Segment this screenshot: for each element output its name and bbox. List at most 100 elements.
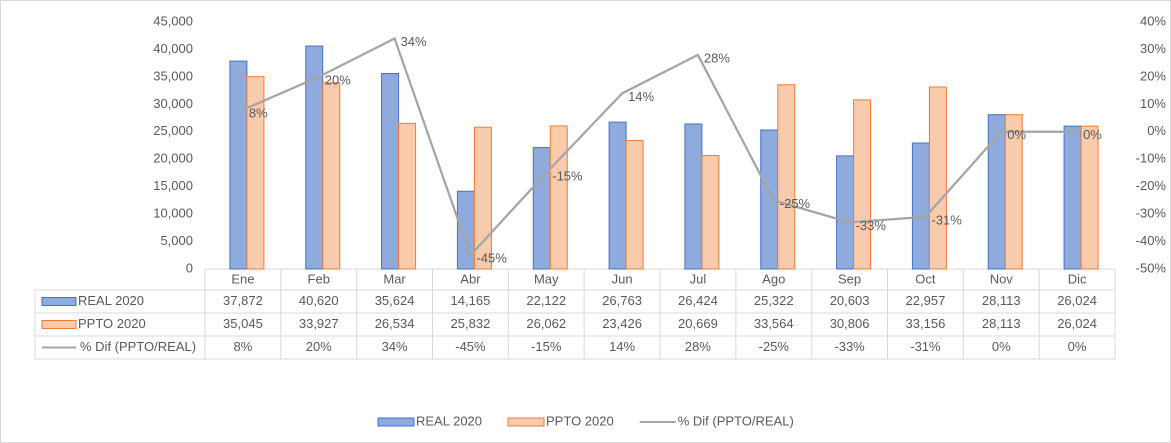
x-tick-label: Dic (1068, 271, 1087, 286)
bar (322, 82, 341, 270)
x-tick-label: Abr (460, 271, 481, 286)
data-label: 0% (1007, 127, 1026, 142)
bar (911, 142, 930, 270)
y2-tick-label: 30% (1140, 41, 1166, 56)
y-tick-label: 20,000 (153, 151, 193, 166)
table-cell: 28,113 (982, 293, 1021, 308)
table-cell: 28,113 (982, 316, 1021, 331)
table-cell: 33,564 (754, 316, 794, 331)
legend-label: PPTO 2020 (546, 413, 614, 428)
data-label: -45% (476, 251, 507, 266)
table-cell: 8% (234, 339, 253, 354)
bar (760, 129, 779, 270)
table-cell: 34% (382, 339, 408, 354)
table-cell: 37,872 (223, 293, 263, 308)
legend-label: % Dif (PPTO/REAL) (678, 413, 794, 428)
x-tick-label: May (534, 271, 559, 286)
table-cell: 26,424 (678, 293, 718, 308)
data-label: -15% (552, 168, 583, 183)
y2-tick-label: -30% (1136, 206, 1167, 221)
data-label: 28% (704, 50, 730, 65)
data-label: 20% (325, 72, 351, 87)
bar (836, 155, 855, 270)
y2-tick-label: 10% (1140, 96, 1166, 111)
y-tick-label: 15,000 (153, 178, 193, 193)
table-cell: -15% (531, 339, 562, 354)
x-tick-label: Ene (231, 271, 254, 286)
table-cell: 25,322 (754, 293, 794, 308)
bar (684, 123, 703, 270)
bar (608, 121, 627, 270)
table-cell: 26,024 (1057, 293, 1097, 308)
x-tick-label: Oct (915, 271, 936, 286)
data-label: 14% (628, 89, 654, 104)
line (242, 36, 1078, 258)
bar (246, 76, 265, 270)
y2-tick-label: 40% (1140, 13, 1166, 28)
table-cell: 20,603 (830, 293, 870, 308)
table-row-label: PPTO 2020 (78, 316, 146, 331)
table-cell: 33,156 (906, 316, 946, 331)
data-label: 8% (249, 105, 268, 120)
data-label: -25% (780, 196, 811, 211)
table-row-label: REAL 2020 (78, 293, 144, 308)
bar (229, 60, 248, 270)
bar (473, 126, 492, 270)
y-tick-label: 5,000 (160, 233, 193, 248)
table-cell: 0% (992, 339, 1011, 354)
bar (928, 86, 947, 270)
table-cell: 20,669 (678, 316, 718, 331)
y-tick-label: 30,000 (153, 96, 193, 111)
data-label: 0% (1083, 127, 1102, 142)
data-label: -33% (856, 218, 887, 233)
x-tick-label: Jul (690, 271, 707, 286)
x-tick-label: Ago (762, 271, 785, 286)
table-key (41, 297, 77, 306)
bar (549, 125, 568, 270)
table-cell: 22,122 (526, 293, 566, 308)
table-cell: 22,957 (906, 293, 946, 308)
legend-key (507, 417, 545, 427)
table-cell: 26,024 (1057, 316, 1097, 331)
bar (701, 155, 720, 270)
table-cell: 14,165 (451, 293, 491, 308)
table-cell: -31% (910, 339, 941, 354)
table-cell: 40,620 (299, 293, 339, 308)
table-cell: -33% (834, 339, 865, 354)
legend-key (377, 417, 415, 427)
legend-label: REAL 2020 (416, 413, 482, 428)
bar (777, 84, 796, 270)
y2-tick-label: 20% (1140, 68, 1166, 83)
y-tick-label: 35,000 (153, 68, 193, 83)
table-cell: 33,927 (299, 316, 339, 331)
bar (532, 147, 551, 270)
y-tick-label: 25,000 (153, 123, 193, 138)
table-cell: 28% (685, 339, 711, 354)
y-tick-label: 0 (186, 260, 193, 275)
y2-tick-label: 0% (1147, 123, 1166, 138)
x-tick-label: Jun (612, 271, 633, 286)
bar (381, 72, 400, 270)
x-tick-label: Feb (308, 271, 330, 286)
x-tick-label: Mar (383, 271, 406, 286)
bar (1063, 125, 1082, 270)
bar (398, 122, 417, 270)
table-cell: 0% (1068, 339, 1087, 354)
bar (853, 99, 872, 270)
x-tick-label: Nov (990, 271, 1014, 286)
table-cell: 30,806 (830, 316, 870, 331)
y2-tick-label: -20% (1136, 178, 1167, 193)
data-label: -31% (931, 212, 962, 227)
bar (1004, 114, 1023, 270)
y2-tick-label: -50% (1136, 260, 1167, 275)
y2-tick-label: -10% (1136, 151, 1167, 166)
table-cell: 35,045 (223, 316, 263, 331)
table-cell: 20% (306, 339, 332, 354)
bar (625, 139, 644, 270)
table-cell: -45% (455, 339, 486, 354)
bar (456, 190, 475, 270)
y2-tick-label: -40% (1136, 233, 1167, 248)
bar (1080, 125, 1099, 270)
x-tick-label: Sep (838, 271, 861, 286)
